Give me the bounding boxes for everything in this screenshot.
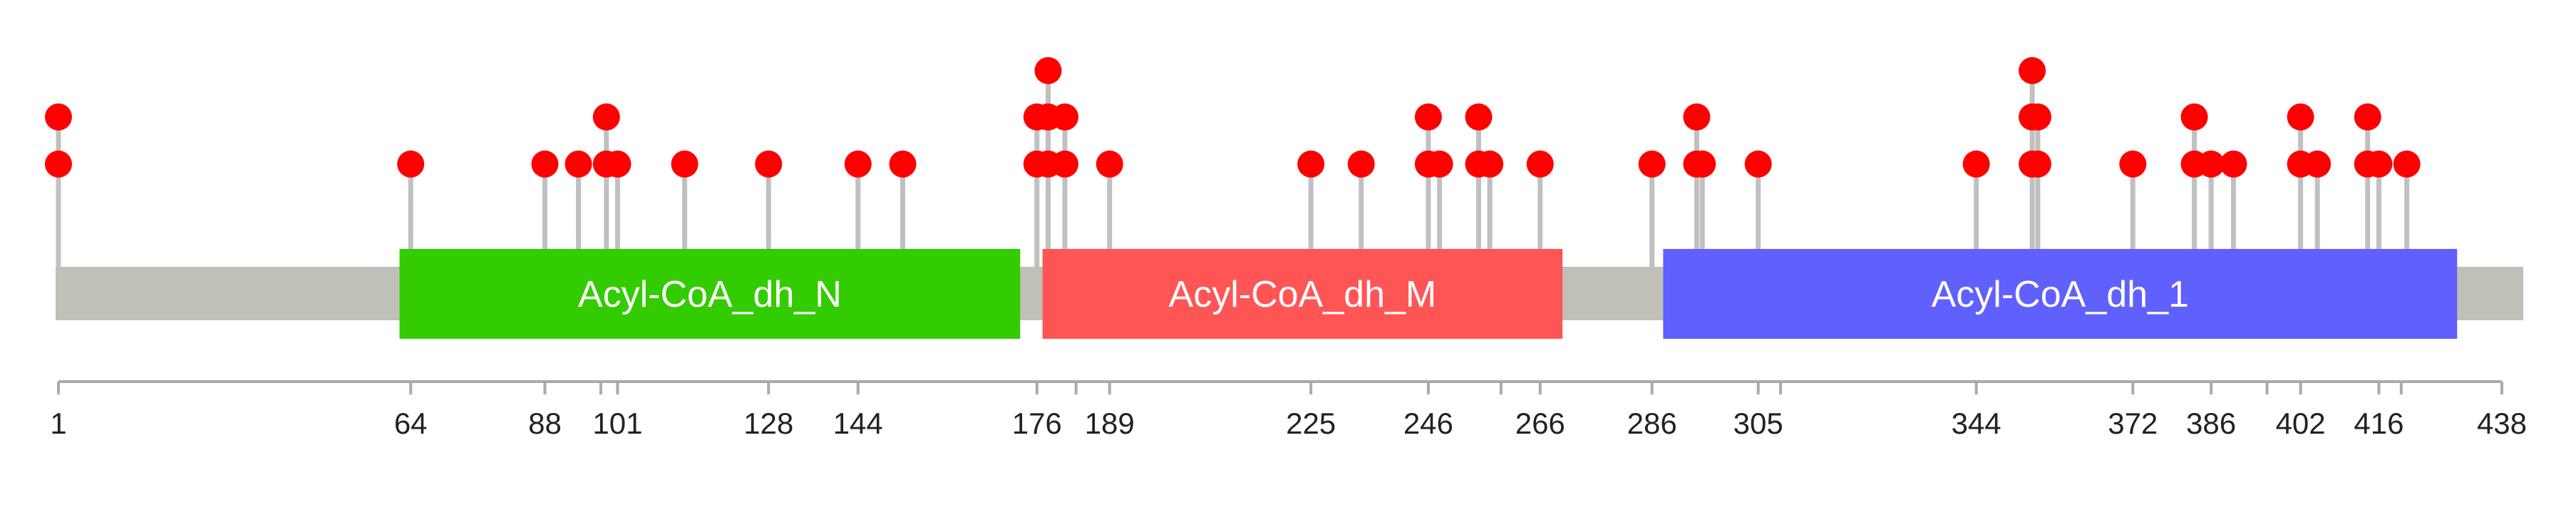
axis-tick-label: 402: [2276, 407, 2326, 440]
mutation-marker[interactable]: [889, 151, 917, 178]
mutation-marker[interactable]: [2354, 103, 2381, 131]
mutation-marker[interactable]: [1683, 103, 1711, 131]
axis-tick-label: 246: [1403, 407, 1453, 440]
mutation-marker[interactable]: [565, 151, 592, 178]
axis-tick-label: 101: [592, 407, 642, 440]
mutation-marker[interactable]: [1638, 151, 1666, 178]
mutation-marker[interactable]: [1465, 103, 1493, 131]
mutation-marker[interactable]: [1744, 151, 1772, 178]
axis-tick-label: 372: [2108, 407, 2158, 440]
axis-tick-label: 1: [50, 407, 66, 440]
axis-tick-label: 88: [528, 407, 562, 440]
mutation-marker[interactable]: [1347, 151, 1375, 178]
axis-tick-label: 144: [833, 407, 883, 440]
mutation-marker[interactable]: [1426, 151, 1453, 178]
mutation-marker[interactable]: [2024, 103, 2051, 131]
axis-tick-label: 225: [1286, 407, 1336, 440]
mutation-marker[interactable]: [671, 151, 699, 178]
mutation-marker[interactable]: [2019, 57, 2046, 84]
mutation-marker[interactable]: [2393, 151, 2421, 178]
domain-acyl-coa-dh-n: Acyl-CoA_dh_N: [399, 249, 1021, 339]
mutation-marker[interactable]: [2220, 151, 2247, 178]
axis-tick-label: 438: [2477, 407, 2527, 440]
mutation-marker[interactable]: [592, 103, 620, 131]
mutation-marker[interactable]: [1051, 151, 1078, 178]
axis-tick-label: 64: [394, 407, 428, 440]
axis-tick-label: 128: [743, 407, 793, 440]
axis-tick-label: 305: [1733, 407, 1783, 440]
mutation-marker[interactable]: [2198, 151, 2225, 178]
domain-acyl-coa-dh-1: Acyl-CoA_dh_1: [1663, 249, 2458, 339]
mutation-marker[interactable]: [2304, 151, 2332, 178]
mutation-marker[interactable]: [531, 151, 559, 178]
mutation-marker[interactable]: [2024, 151, 2051, 178]
mutation-marker[interactable]: [2287, 103, 2314, 131]
mutation-marker[interactable]: [1414, 103, 1442, 131]
mutation-marker[interactable]: [1297, 151, 1325, 178]
mutation-marker[interactable]: [1526, 151, 1554, 178]
axis-tick-label: 386: [2186, 407, 2236, 440]
axis-tick-label: 189: [1085, 407, 1135, 440]
mutation-marker[interactable]: [397, 151, 425, 178]
domain-acyl-coa-dh-m: Acyl-CoA_dh_M: [1042, 249, 1563, 339]
mutation-marker[interactable]: [1096, 151, 1123, 178]
mutation-heads-layer: [45, 57, 2421, 178]
domain-box: [1663, 249, 2458, 339]
mutation-marker[interactable]: [1051, 103, 1078, 131]
position-axis: 1 64 88 101 128 144 176 189 225 246 266 286 305 344 37…: [50, 380, 2527, 440]
axis-tick-label: 266: [1515, 407, 1565, 440]
mutation-marker[interactable]: [1034, 57, 1062, 84]
domains-layer: Acyl-CoA_dh_N Acyl-CoA_dh_M Acyl-CoA_dh_1: [399, 249, 2458, 339]
domain-label: Acyl-CoA_dh_M: [1169, 274, 1437, 315]
mutation-marker[interactable]: [844, 151, 872, 178]
axis-tick-label: 416: [2354, 407, 2404, 440]
mutation-marker[interactable]: [1476, 151, 1504, 178]
axis-tick-label: 286: [1627, 407, 1677, 440]
domain-box: [1042, 249, 1563, 339]
mutation-marker[interactable]: [45, 151, 72, 178]
mutation-marker[interactable]: [2365, 151, 2393, 178]
mutation-marker[interactable]: [1689, 151, 1716, 178]
mutation-marker[interactable]: [45, 103, 72, 131]
mutation-marker[interactable]: [1962, 151, 1990, 178]
axis-tick-label: 176: [1012, 407, 1062, 440]
axis-tick-label: 344: [1952, 407, 2001, 440]
domain-box: [399, 249, 1021, 339]
mutation-marker[interactable]: [604, 151, 632, 178]
mutation-marker[interactable]: [2119, 151, 2147, 178]
mutation-marker[interactable]: [755, 151, 783, 178]
domain-label: Acyl-CoA_dh_N: [578, 274, 842, 315]
domain-label: Acyl-CoA_dh_1: [1932, 274, 2189, 315]
mutation-marker[interactable]: [2180, 103, 2208, 131]
